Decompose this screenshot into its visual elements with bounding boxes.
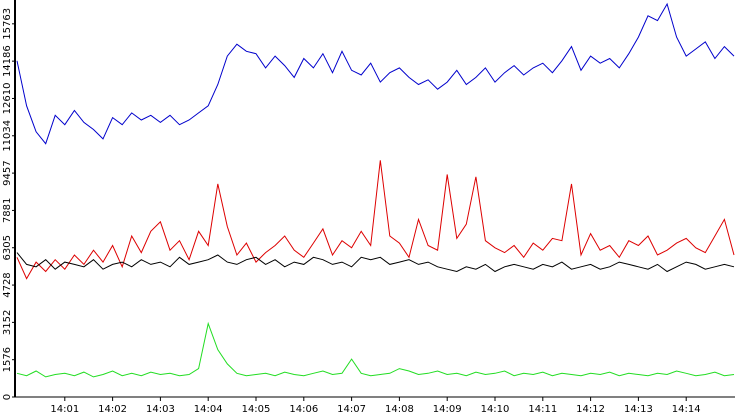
y-tick-label: 6305 <box>2 235 13 260</box>
x-tick-label: 14:04 <box>194 404 223 415</box>
x-tick-label: 14:05 <box>242 404 271 415</box>
y-tick-label: 7881 <box>2 198 13 223</box>
x-tick-label: 14:13 <box>624 404 653 415</box>
y-tick-label: 0 <box>2 394 13 400</box>
y-tick-label: 15763 <box>2 8 13 40</box>
x-tick-label: 14:12 <box>576 404 605 415</box>
y-tick-label: 3152 <box>2 310 13 335</box>
y-tick-label: 12610 <box>2 83 13 115</box>
series-line <box>16 321 735 378</box>
y-tick-label: 4728 <box>2 272 13 297</box>
y-tick-label: 14186 <box>2 45 13 77</box>
x-tick-label: 14:01 <box>50 404 79 415</box>
y-tick-label: 11034 <box>2 120 13 152</box>
series-line <box>16 2 735 145</box>
x-tick-label: 14:08 <box>385 404 414 415</box>
y-tick-label: 9457 <box>2 160 13 185</box>
y-tick-label: 1576 <box>2 347 13 372</box>
series-line <box>16 160 735 280</box>
x-tick-label: 14:09 <box>433 404 462 415</box>
series-line <box>16 252 735 273</box>
x-tick-label: 14:03 <box>146 404 175 415</box>
x-tick-label: 14:11 <box>528 404 557 415</box>
x-tick-label: 14:02 <box>98 404 127 415</box>
x-tick-label: 14:14 <box>672 404 701 415</box>
x-tick-label: 14:06 <box>289 404 318 415</box>
x-tick-label: 14:10 <box>481 404 510 415</box>
x-tick-label: 14:07 <box>337 404 366 415</box>
